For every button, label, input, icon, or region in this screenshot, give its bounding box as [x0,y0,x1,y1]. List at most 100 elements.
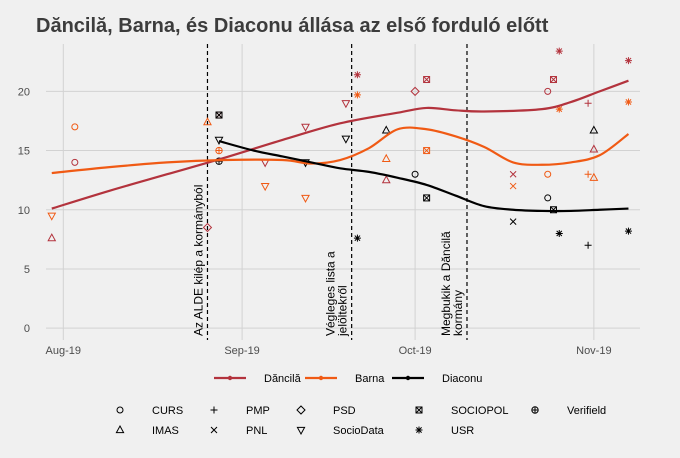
poll-point [381,153,391,162]
trend-line [51,126,630,175]
marker-asterisk [353,91,361,99]
marker-x [509,182,517,190]
poll-point [203,117,212,126]
poll-point [115,424,125,434]
marker-box-x [423,76,430,83]
poll-point [296,405,306,415]
y-tick-label: 20 [18,86,30,98]
marker-plus [584,170,592,178]
poll-point [381,175,391,184]
marker-circle [116,406,124,414]
trend-line [51,79,629,210]
marker-box-x [215,111,223,119]
marker-asterisk [353,234,361,242]
marker-diamond [296,405,306,415]
poll-point [423,76,431,84]
marker-diamond [410,86,420,97]
x-tick-label: Aug-19 [46,345,81,357]
legend-label: Dăncilă [264,373,302,385]
marker-box [423,76,431,84]
y-tick-label: 15 [18,146,30,158]
event-lines: Az ALDE kilép a kormányból Végleges lista… [191,44,468,340]
poll-point [624,227,632,235]
x-tick-label: Nov-19 [576,345,611,357]
event-annotation: jelöltekről [336,285,350,337]
marker-x [509,170,517,178]
marker-triangle-up [381,125,391,134]
poll-point [544,194,552,202]
poll-point [341,135,351,144]
marker-plus [584,99,592,107]
marker-box [423,147,431,155]
poll-point [260,182,270,192]
poll-point [215,111,223,119]
marker-plus [215,147,223,154]
marker-plus [210,406,218,414]
poll-point [301,123,310,132]
poll-point [353,234,361,242]
marker-x [509,218,517,225]
marker-box-x [423,194,430,202]
marker-diamond [202,222,213,233]
legend-label: Barna [355,373,385,385]
marker-box-x [423,147,430,154]
marker-box [549,206,557,214]
poll-point [509,182,517,190]
marker-asterisk [353,71,361,79]
pollster-legend: CURS PMP PSD SOCIOPOL Verifield IMAS PNL SocioD… [115,405,606,437]
chart-title: Dăncilă, Barna, és Diaconu állása az els… [36,15,549,37]
marker-circle [544,170,552,178]
poll-point [116,406,124,414]
marker-circle [544,87,552,95]
poll-points [47,47,632,249]
marker-asterisk [555,229,563,237]
marker-box [415,406,423,414]
legend-dot [405,375,411,381]
marker-triangle-down [341,100,351,109]
marker-asterisk [555,47,563,55]
poll-point [423,147,431,155]
marker-box-x [415,406,423,414]
y-axis-ticks: 0 5 10 15 20 [18,86,30,335]
legend-label: IMAS [152,425,179,437]
marker-circle [71,158,79,166]
poll-point [47,233,57,242]
poll-point [555,229,563,237]
legend-dot [318,375,324,381]
poll-point [584,241,592,249]
poll-point [509,218,517,225]
poll-point [555,105,563,113]
marker-asterisk [624,57,632,65]
poll-point [415,406,423,414]
marker-triangle-up [115,424,125,434]
poll-point [296,426,306,436]
trend-line [218,140,629,213]
poll-point [624,57,632,65]
marker-plus [584,241,592,249]
legend-dot [227,375,233,381]
poll-point [531,406,539,414]
marker-box [423,194,431,202]
marker-triangle-up [381,175,391,184]
marker-triangle-up [203,117,212,126]
marker-asterisk [624,98,632,106]
marker-circle [411,170,419,178]
poll-point [423,194,431,202]
legend-label: PSD [333,405,356,417]
x-axis-ticks: Aug-19 Sep-19 Oct-19 Nov-19 [46,345,612,357]
poll-point [544,170,552,178]
legend-label: PNL [246,425,267,437]
x-tick-label: Sep-19 [224,345,259,357]
y-tick-label: 5 [24,264,30,276]
event-annotation: kormány [451,290,465,336]
marker-asterisk [415,426,423,434]
legend-label: PMP [246,405,270,417]
legend-label: Diaconu [442,373,482,385]
marker-triangle-up [381,153,391,162]
marker-triangle-down [260,182,270,192]
marker-triangle-up [589,172,599,181]
marker-triangle-down [260,159,270,168]
legend-label: SOCIOPOL [451,405,508,417]
marker-asterisk [624,227,632,235]
